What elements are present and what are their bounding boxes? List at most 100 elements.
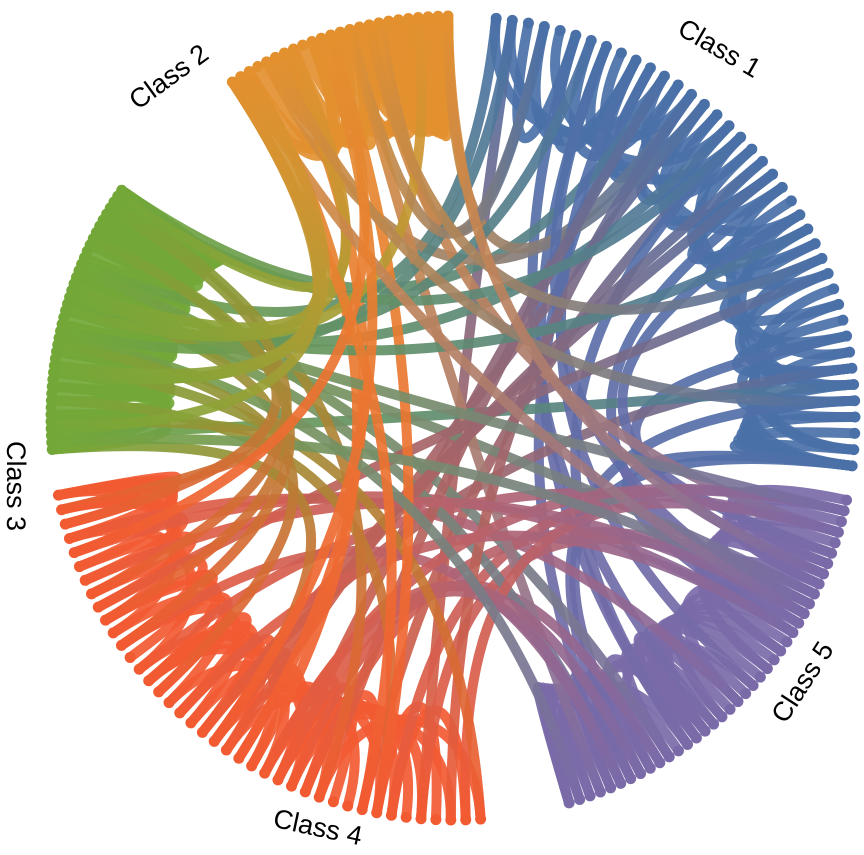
node-dot xyxy=(767,168,779,180)
node-dot xyxy=(584,790,596,802)
node-dot xyxy=(570,29,582,41)
node-dot xyxy=(243,65,255,77)
node-dot xyxy=(672,79,684,91)
node-dot xyxy=(79,574,91,586)
chord-link xyxy=(210,35,378,745)
node-dot xyxy=(52,489,64,501)
node-dot xyxy=(538,21,550,33)
node-dot xyxy=(849,427,861,439)
node-dot xyxy=(107,627,119,639)
node-dot xyxy=(430,814,442,826)
node-dot xyxy=(594,786,606,798)
node-dot xyxy=(826,547,838,559)
node-dot xyxy=(371,807,383,819)
node-dot xyxy=(635,768,647,780)
node-dot xyxy=(342,800,354,812)
node-dot xyxy=(849,411,861,423)
node-dot xyxy=(334,26,346,38)
node-dot xyxy=(442,10,454,22)
node-dot xyxy=(600,40,612,52)
node-dot xyxy=(68,547,80,559)
node-dot xyxy=(848,378,860,390)
node-dot xyxy=(143,675,155,687)
node-dot xyxy=(115,639,127,651)
node-dot xyxy=(185,717,197,729)
node-dot xyxy=(327,796,339,808)
node-dot xyxy=(153,686,165,698)
node-dot xyxy=(838,505,850,517)
node-dot xyxy=(685,88,697,100)
node-dot xyxy=(747,679,759,691)
node-dot xyxy=(816,252,828,264)
class-1-label: Class 1 xyxy=(673,13,766,84)
node-dot xyxy=(353,21,365,33)
node-dot xyxy=(563,797,575,809)
chord-link xyxy=(570,133,745,748)
node-dot xyxy=(849,395,861,407)
node-dot xyxy=(574,794,586,806)
node-dot xyxy=(723,120,735,132)
node-dot xyxy=(837,314,849,326)
class-2-label: Class 2 xyxy=(123,38,213,115)
node-dot xyxy=(85,588,97,600)
node-dot xyxy=(768,654,780,666)
node-dot xyxy=(754,671,766,683)
node-dot xyxy=(605,782,617,794)
node-dot xyxy=(100,614,112,626)
node-dot xyxy=(63,532,75,544)
node-dot xyxy=(460,814,472,826)
node-dot xyxy=(252,61,264,73)
nodes-layer xyxy=(45,10,861,826)
node-dot xyxy=(654,757,666,769)
node-dot xyxy=(832,526,844,538)
node-dot xyxy=(506,14,518,26)
node-dot xyxy=(315,32,327,44)
node-dot xyxy=(235,71,247,83)
node-dot xyxy=(373,17,385,29)
node-dot xyxy=(124,651,136,663)
chord-link xyxy=(271,54,858,407)
node-dot xyxy=(246,760,258,772)
chord-link xyxy=(630,331,850,558)
node-dot xyxy=(363,19,375,31)
node-dot xyxy=(794,209,806,221)
chord-link xyxy=(445,90,696,823)
node-dot xyxy=(802,223,814,235)
node-dot xyxy=(208,735,220,747)
node-dot xyxy=(658,70,670,82)
node-dot xyxy=(163,697,175,709)
node-dot xyxy=(841,494,853,506)
node-dot xyxy=(808,588,820,600)
node-dot xyxy=(644,762,656,774)
node-dot xyxy=(746,143,758,155)
node-dot xyxy=(585,35,597,47)
node-dot xyxy=(220,744,232,756)
node-dot xyxy=(690,732,702,744)
node-dot xyxy=(841,330,853,342)
node-dot xyxy=(313,791,325,803)
chord-link xyxy=(364,21,826,315)
node-dot xyxy=(708,718,720,730)
node-dot xyxy=(490,12,502,24)
node-dot xyxy=(412,12,424,24)
node-dot xyxy=(835,516,847,528)
node-dot xyxy=(475,813,487,825)
node-dot xyxy=(226,76,238,88)
chord-link xyxy=(50,73,327,384)
node-dot xyxy=(787,627,799,639)
node-dot xyxy=(818,568,830,580)
node-dot xyxy=(615,777,627,789)
node-dot xyxy=(393,14,405,26)
node-dot xyxy=(432,10,444,22)
node-dot xyxy=(828,283,840,295)
node-dot xyxy=(92,601,104,613)
node-dot xyxy=(261,56,273,68)
node-dot xyxy=(344,23,356,35)
node-dot xyxy=(174,707,186,719)
node-dot xyxy=(269,51,281,63)
node-dot xyxy=(809,238,821,250)
node-dot xyxy=(402,12,414,24)
node-dot xyxy=(716,711,728,723)
node-dot xyxy=(196,726,208,738)
node-dot xyxy=(813,578,825,590)
